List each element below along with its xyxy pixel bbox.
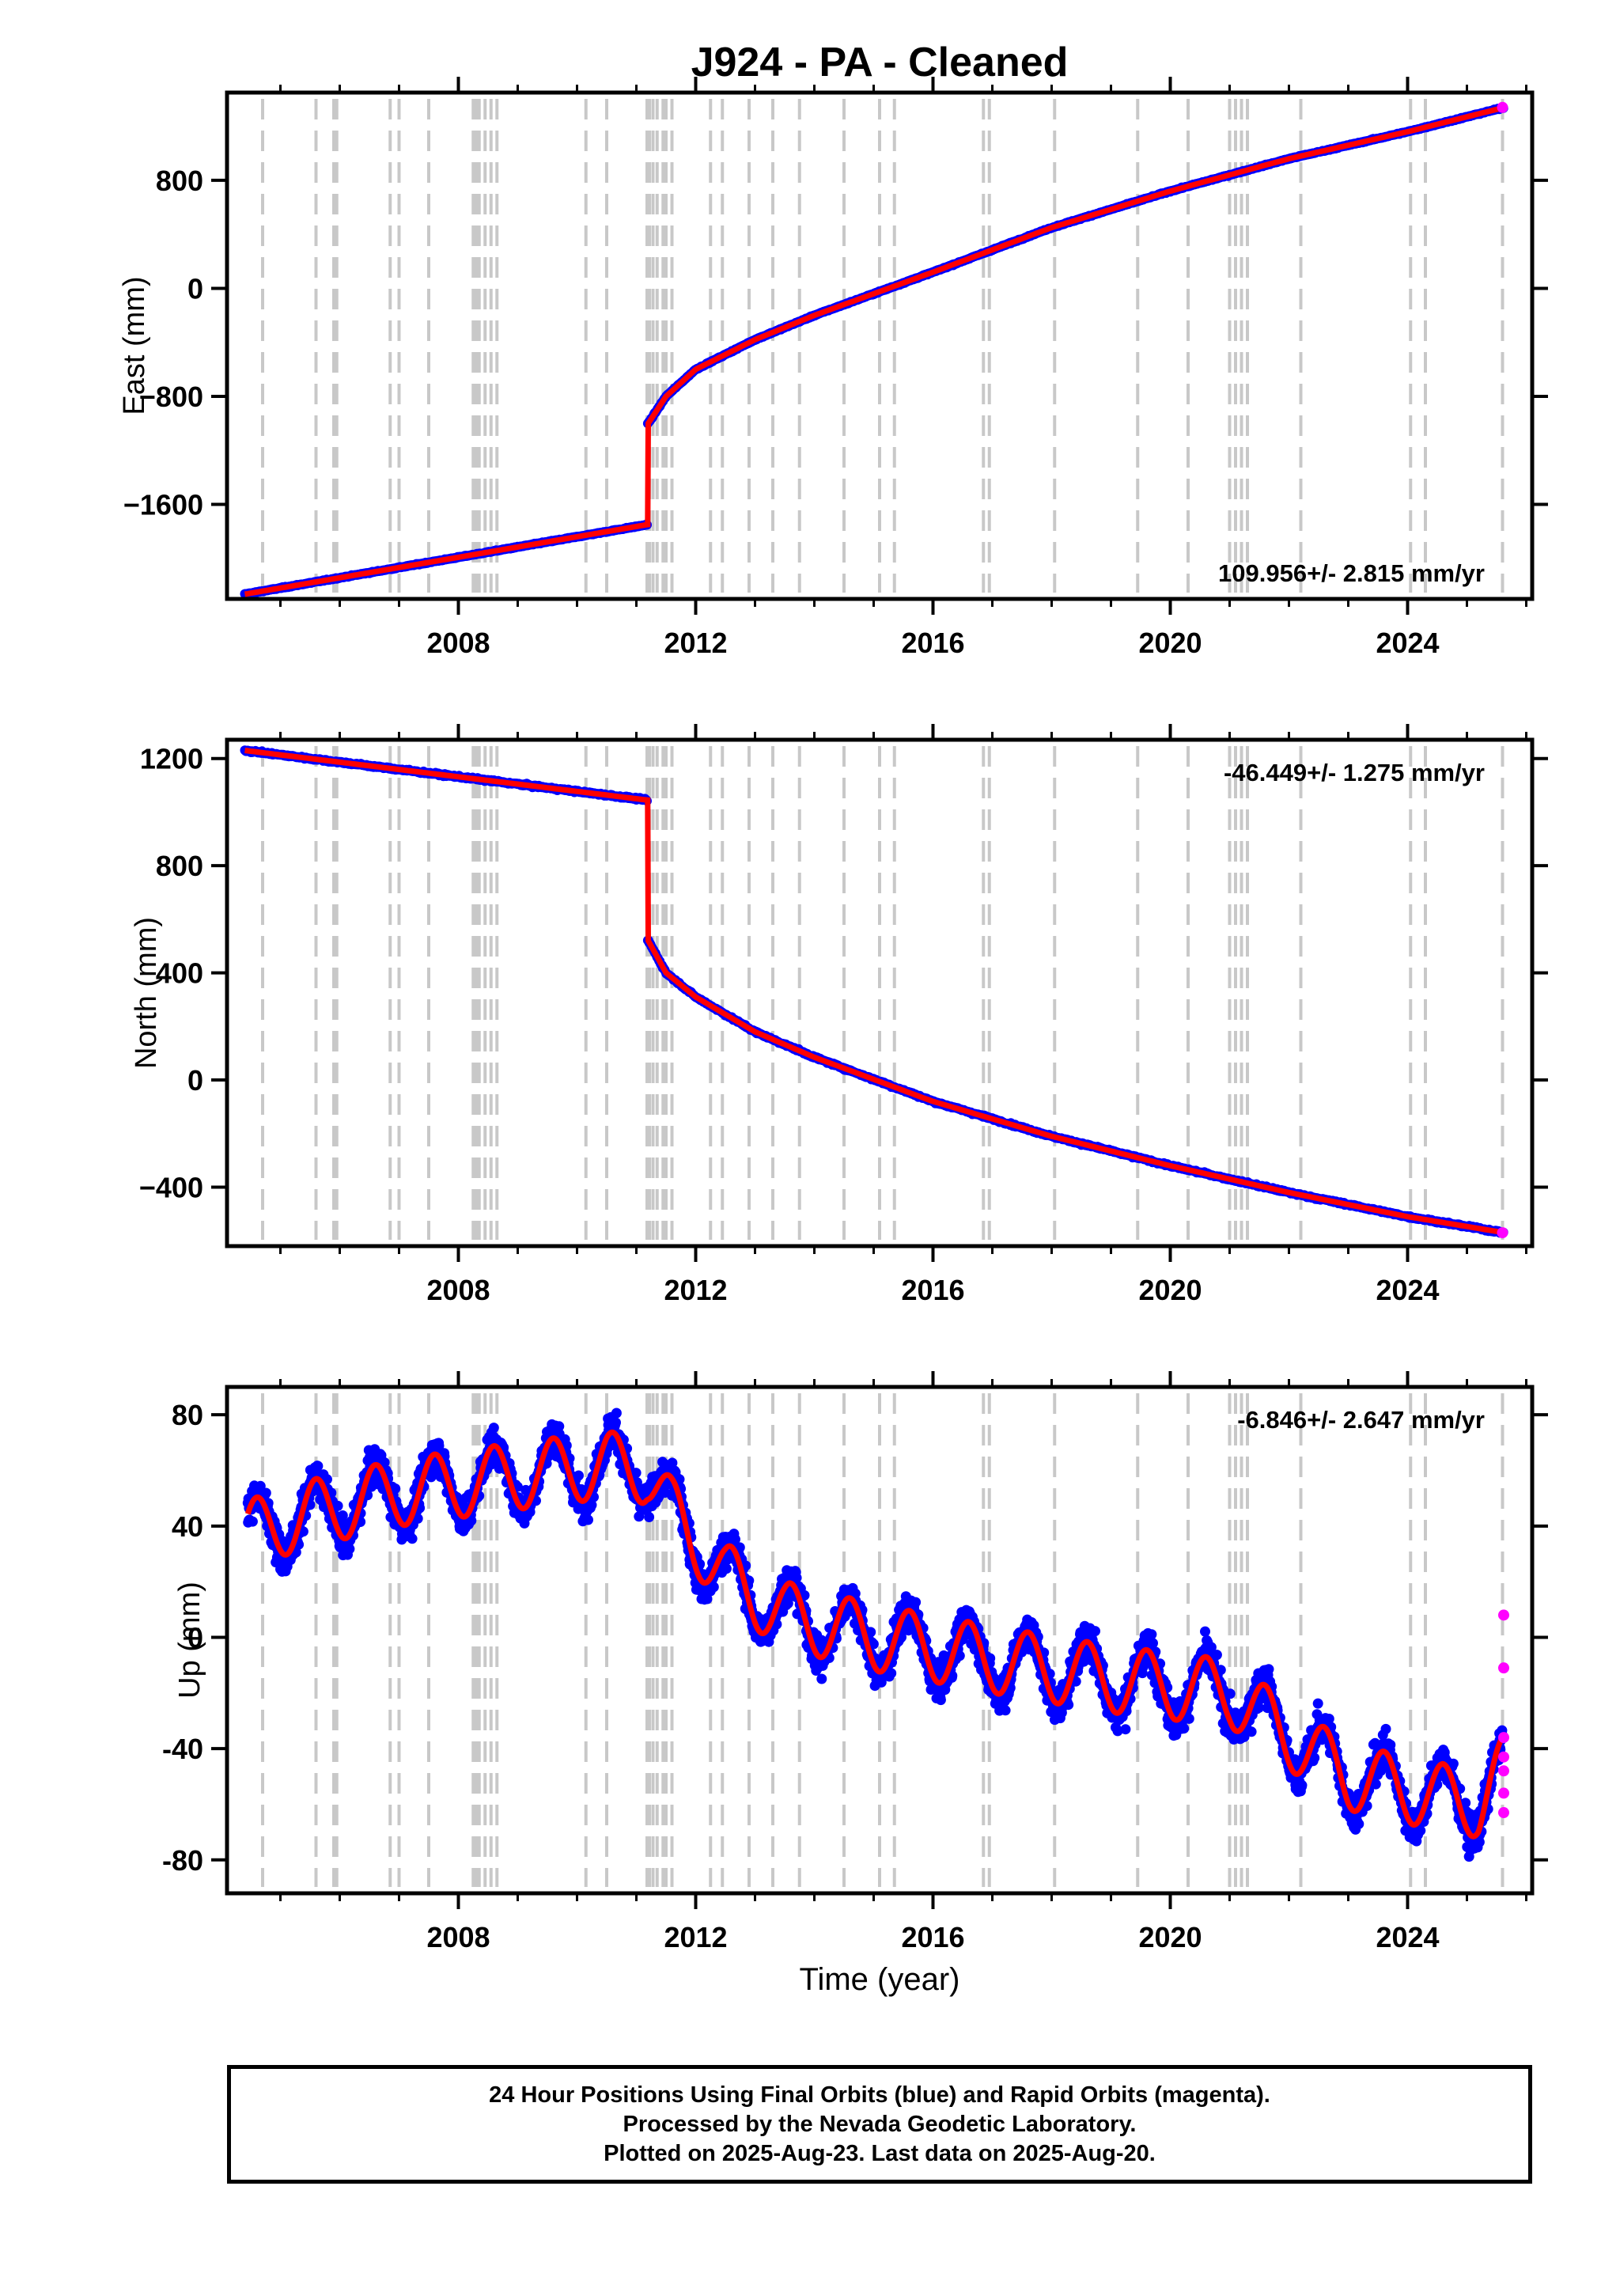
panel-north: 2008 2012 2016 2020 2024−40004008001200North… — [130, 724, 1548, 1306]
model-fit-line — [244, 104, 1504, 597]
rate-label: -46.449+/- 1.275 mm/yr — [1224, 759, 1485, 786]
x-tick-label: 2008 — [426, 1274, 490, 1306]
figure-title: J924 - PA - Cleaned — [691, 40, 1069, 85]
x-tick-label: 2024 — [1376, 627, 1439, 659]
y-tick-label: −1600 — [123, 489, 203, 521]
rapid-orbit-point — [1497, 101, 1508, 113]
x-tick-label: 2024 — [1376, 1274, 1439, 1306]
data-point — [247, 1516, 258, 1527]
y-tick-label: −400 — [139, 1172, 203, 1204]
model-fit-line — [244, 748, 1504, 1236]
x-axis-label: Time (year) — [800, 1962, 960, 1997]
x-tick-label: 2008 — [426, 627, 490, 659]
x-tick-label: 2016 — [901, 1274, 964, 1306]
y-axis-label: East (mm) — [118, 276, 151, 415]
data-point — [488, 1423, 499, 1434]
rate-label: 109.956+/- 2.815 mm/yr — [1218, 559, 1485, 587]
data-point — [611, 1417, 621, 1428]
x-tick-label: 2016 — [901, 627, 964, 659]
data-point — [260, 1487, 271, 1498]
data-point — [583, 1514, 593, 1525]
y-tick-label: 800 — [156, 850, 203, 882]
x-tick-label: 2020 — [1138, 627, 1202, 659]
y-tick-label: 1200 — [140, 743, 203, 775]
y-tick-label: 0 — [187, 272, 203, 305]
data-point — [573, 1470, 584, 1481]
rapid-orbit-point — [1497, 1227, 1508, 1239]
data-point — [332, 1500, 343, 1511]
x-tick-label: 2012 — [664, 1274, 727, 1306]
data-point — [407, 1533, 418, 1544]
data-point — [312, 1461, 324, 1472]
y-axis-label: North (mm) — [130, 917, 163, 1069]
x-tick-label: 2020 — [1138, 1274, 1202, 1306]
x-tick-label: 2012 — [664, 627, 727, 659]
data-point — [611, 1408, 622, 1419]
y-tick-label: 800 — [156, 165, 203, 197]
y-tick-label: 0 — [187, 1064, 203, 1097]
